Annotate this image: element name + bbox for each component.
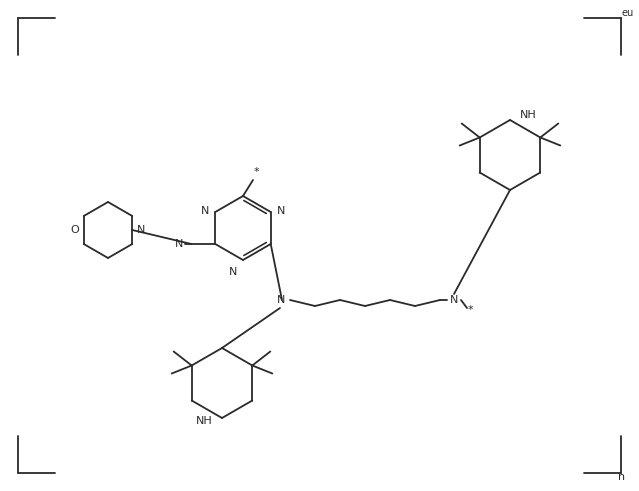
Text: N: N [277, 206, 285, 216]
Text: N: N [175, 239, 183, 249]
Text: N: N [137, 225, 146, 235]
Text: *: * [467, 305, 473, 315]
Text: N: N [277, 295, 285, 305]
Text: NH: NH [520, 110, 536, 120]
Text: eu: eu [622, 8, 635, 18]
Text: N: N [201, 206, 210, 216]
Text: N: N [450, 295, 458, 305]
Text: n: n [618, 472, 625, 482]
Text: *: * [253, 167, 259, 177]
Text: NH: NH [196, 416, 212, 426]
Text: O: O [70, 225, 79, 235]
Text: N: N [229, 267, 237, 277]
